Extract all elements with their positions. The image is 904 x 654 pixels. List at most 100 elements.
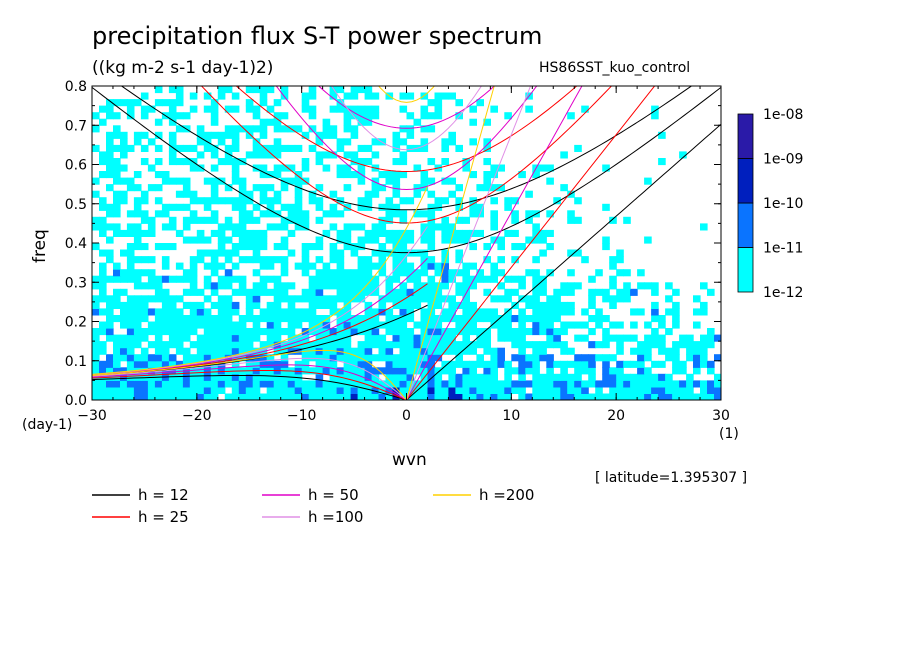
rossby-wave-curve xyxy=(92,369,407,400)
power-cell xyxy=(588,373,596,381)
power-cell xyxy=(147,269,156,277)
power-cell xyxy=(448,367,456,375)
power-cell xyxy=(147,229,156,237)
power-cell xyxy=(371,308,380,316)
power-cell xyxy=(553,334,561,342)
power-cell xyxy=(113,171,121,179)
power-cell xyxy=(539,236,547,244)
power-cell xyxy=(560,288,568,296)
power-cell xyxy=(420,347,429,355)
power-spectrum-field xyxy=(92,86,721,400)
power-cell xyxy=(490,315,498,323)
power-cell xyxy=(99,197,107,205)
power-cell xyxy=(595,288,603,296)
power-cell xyxy=(266,301,275,309)
power-cell xyxy=(147,256,156,264)
power-cell xyxy=(168,380,177,388)
power-cell xyxy=(364,118,373,126)
power-cell xyxy=(462,347,470,355)
power-cell xyxy=(189,301,198,309)
power-cell xyxy=(665,373,673,381)
power-cell xyxy=(560,151,568,159)
power-cell xyxy=(504,197,512,205)
power-cell xyxy=(567,216,575,224)
power-cell xyxy=(378,184,387,192)
power-cell xyxy=(399,308,408,316)
power-cell xyxy=(546,354,554,362)
power-cell xyxy=(245,373,254,381)
power-cell xyxy=(259,118,268,126)
power-cell xyxy=(413,282,422,290)
power-cell xyxy=(392,190,401,198)
power-cell xyxy=(637,308,645,316)
power-cell xyxy=(133,243,142,251)
power-cell xyxy=(245,328,254,336)
power-cell xyxy=(462,236,470,244)
power-cell xyxy=(168,386,177,394)
power-cell xyxy=(560,373,568,381)
power-cell xyxy=(161,315,170,323)
power-cell xyxy=(294,341,303,349)
power-cell xyxy=(113,112,121,120)
power-cell xyxy=(427,158,436,166)
power-cell xyxy=(217,262,226,270)
power-cell xyxy=(399,373,408,381)
power-cell xyxy=(99,118,107,126)
power-cell xyxy=(161,288,170,296)
power-cell xyxy=(113,360,121,368)
power-cell xyxy=(168,393,177,400)
power-cell xyxy=(315,321,324,329)
power-cell xyxy=(126,262,135,270)
kelvin-wave-curve xyxy=(406,123,721,400)
power-cell xyxy=(588,315,596,323)
power-cell xyxy=(308,321,317,329)
power-cell xyxy=(406,112,415,120)
power-cell xyxy=(189,210,198,218)
power-cell xyxy=(120,321,128,329)
power-cell xyxy=(92,347,100,355)
power-cell xyxy=(455,269,463,277)
power-cell xyxy=(217,86,226,94)
power-cell xyxy=(602,354,610,362)
power-cell xyxy=(693,367,701,375)
power-cell xyxy=(539,164,547,172)
power-cell xyxy=(287,144,296,152)
power-cell xyxy=(385,367,394,375)
power-cell xyxy=(245,341,254,349)
power-cell xyxy=(99,347,107,355)
power-cell xyxy=(336,282,345,290)
power-cell xyxy=(231,243,240,251)
power-cell xyxy=(420,256,429,264)
power-cell xyxy=(364,275,373,283)
power-cell xyxy=(133,256,142,264)
power-cell xyxy=(99,295,107,303)
power-cell xyxy=(92,386,100,394)
power-cell xyxy=(266,151,275,159)
power-cell xyxy=(399,125,408,133)
power-cell xyxy=(672,367,680,375)
power-cell xyxy=(315,197,324,205)
power-cell xyxy=(462,380,470,388)
power-cell xyxy=(364,373,373,381)
power-cell xyxy=(378,269,387,277)
power-cell xyxy=(336,386,345,394)
power-cell xyxy=(525,367,533,375)
power-cell xyxy=(483,386,491,394)
power-cell xyxy=(266,144,275,152)
power-cell xyxy=(364,367,373,375)
power-cell xyxy=(126,223,135,231)
power-cell xyxy=(343,269,352,277)
power-cell xyxy=(343,360,352,368)
power-cell xyxy=(231,301,240,309)
power-cell xyxy=(189,308,198,316)
power-cell xyxy=(560,360,568,368)
power-cell xyxy=(217,373,226,381)
power-cell xyxy=(455,373,463,381)
power-cell xyxy=(252,301,261,309)
power-cell xyxy=(602,295,610,303)
power-cell xyxy=(301,380,310,388)
power-cell xyxy=(469,118,477,126)
power-cell xyxy=(392,301,401,309)
power-cell xyxy=(140,328,149,336)
power-cell xyxy=(113,223,121,231)
